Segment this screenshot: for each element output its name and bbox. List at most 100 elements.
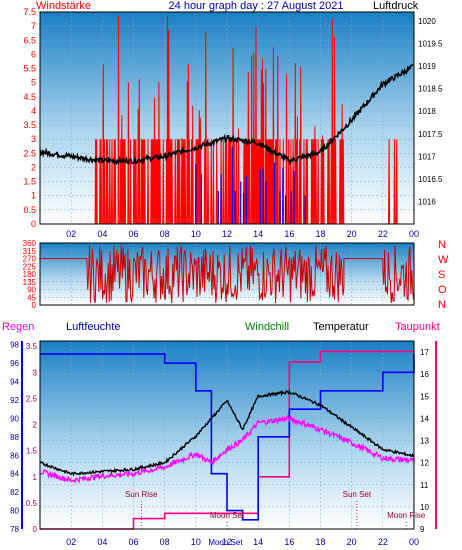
- legend-item: Regen: [2, 321, 34, 333]
- wind-tick-label: 2.5: [23, 148, 36, 158]
- pressure-tick-label: 1017: [418, 152, 436, 161]
- rain-tick-label: 2: [33, 421, 38, 430]
- direction-tick-label: 90: [27, 286, 36, 295]
- direction-tick-label: 360: [23, 239, 37, 248]
- temp-tick-label: 14: [420, 414, 429, 423]
- temperature-line: [39, 389, 414, 477]
- direction-tick-label: 270: [23, 255, 37, 264]
- x-tick-label: 18: [315, 537, 325, 547]
- x-tick-label: 14: [253, 229, 263, 239]
- x-tick-label: 08: [160, 537, 170, 547]
- pressure-tick-label: 1020: [418, 17, 436, 26]
- wind-x-ticks: 02 04 06 08 10 12 14 16 18 20 22 00: [66, 229, 419, 239]
- pressure-line: [39, 64, 414, 166]
- humidity-tick-label: 88: [10, 433, 19, 442]
- x-tick-label: 08: [160, 229, 170, 239]
- humidity-tick-label: 86: [10, 451, 19, 460]
- astro-annotations: Sun Rise Moon Set Sun Set Moon Rise: [125, 490, 426, 529]
- wind-tick-label: 0: [31, 219, 36, 229]
- pressure-series: [39, 64, 414, 166]
- rain-tick-label: 2.5: [26, 394, 38, 403]
- wind-tick-label: 3: [31, 134, 36, 144]
- wind-tick-label: 0.5: [23, 205, 36, 215]
- annotation-label: Sun Set: [343, 490, 372, 499]
- x-tick-label: 16: [284, 229, 294, 239]
- temp-tick-label: 9: [420, 525, 425, 534]
- x-tick-label: 06: [128, 537, 138, 547]
- moon-set-bottom-label: Moon Set: [208, 538, 243, 547]
- x-tick-label: 06: [128, 229, 138, 239]
- temp-legend: Regen Luftfeuchte Windchill Temperatur Taupu…: [2, 321, 440, 333]
- compass-label: W: [438, 254, 449, 266]
- humidity-tick-label: 92: [10, 396, 19, 405]
- annotation-label: Sun Rise: [125, 490, 158, 499]
- humidity-tick-label: 98: [10, 341, 19, 350]
- temperature-panel: 78 80 82 84 86 88 90 92 94 96 98 0 0.5 1 1.5 2 2.5 3 3.5 9 1…: [2, 321, 440, 547]
- x-tick-label: 02: [66, 537, 76, 547]
- compass-label: O: [438, 284, 447, 296]
- humidity-tick-label: 90: [10, 414, 19, 423]
- temp-tick-label: 13: [420, 437, 429, 446]
- direction-tick-label: 135: [23, 278, 37, 287]
- direction-tick-label: 225: [23, 262, 37, 271]
- x-tick-label: 18: [315, 229, 325, 239]
- wind-pressure-panel: 00.511.522.533.544.555.566.577.5 1016101…: [23, 0, 443, 239]
- x-tick-label: 12: [222, 229, 232, 239]
- pressure-tick-label: 1016.5: [418, 175, 443, 184]
- direction-tick-label: 0: [32, 301, 37, 310]
- rain-tick-label: 1.5: [26, 447, 38, 456]
- humidity-tick-label: 82: [10, 488, 19, 497]
- direction-plot-frame: [39, 242, 415, 306]
- pressure-tick-label: 1019.5: [418, 40, 443, 49]
- x-tick-label: 22: [378, 537, 388, 547]
- compass-label: N: [438, 299, 446, 311]
- x-tick-label: 02: [66, 229, 76, 239]
- wind-tick-label: 6.5: [23, 35, 36, 45]
- x-tick-label: 00: [409, 229, 419, 239]
- temp-axis-ticks: 78 80 82 84 86 88 90 92 94 96 98 0 0.5 1 1.5 2 2.5 3 3.5 9 1…: [10, 341, 429, 534]
- direction-tick-label: 180: [23, 270, 37, 279]
- wind-tick-label: 2: [31, 162, 36, 172]
- dewpoint-line: [39, 414, 414, 484]
- rain-tick-label: 1: [33, 473, 38, 482]
- legend-item: Taupunkt: [395, 321, 440, 333]
- x-tick-label: 22: [378, 229, 388, 239]
- wind-title: Windstärke: [36, 0, 91, 12]
- x-tick-label: 14: [253, 537, 263, 547]
- x-tick-label: 10: [191, 537, 201, 547]
- rain-tick-label: 0: [33, 525, 38, 534]
- x-tick-label: 20: [347, 229, 357, 239]
- pressure-tick-label: 1019: [418, 62, 436, 71]
- rain-tick-label: 3.5: [26, 342, 38, 351]
- temp-tick-label: 16: [420, 370, 429, 379]
- rain-tick-label: 0.5: [26, 499, 38, 508]
- pressure-tick-label: 1017.5: [418, 130, 443, 139]
- wind-tick-label: 7.5: [23, 7, 36, 17]
- pressure-axis-ticks: 1016 1016.5 1017 1017.5 1018 1018.5 1019 1019.5…: [418, 17, 443, 206]
- humidity-tick-label: 96: [10, 359, 19, 368]
- wind-tick-label: 1: [31, 191, 36, 201]
- humidity-tick-label: 84: [10, 470, 19, 479]
- temp-tick-label: 12: [420, 459, 429, 468]
- compass-label: N: [438, 239, 446, 251]
- legend-item: Luftfeuchte: [66, 321, 120, 333]
- wind-tick-label: 1.5: [23, 177, 36, 187]
- pressure-tick-label: 1016: [418, 197, 436, 206]
- temp-tick-label: 17: [420, 348, 429, 357]
- humidity-tick-label: 78: [10, 525, 19, 534]
- x-tick-label: 16: [284, 537, 294, 547]
- chart-title: 24 hour graph day : 27 August 2021: [169, 0, 344, 12]
- wind-average-line: [195, 146, 306, 224]
- temp-x-ticks: 02 04 06 08 10 12 14 16 18 20 22 00 Moon Set: [66, 537, 419, 547]
- temp-tick-label: 15: [420, 392, 429, 401]
- temp-tick-label: 11: [420, 481, 429, 490]
- x-tick-label: 00: [409, 537, 419, 547]
- temp-tick-label: 10: [420, 503, 429, 512]
- x-tick-label: 20: [347, 537, 357, 547]
- direction-tick-label: 45: [27, 293, 36, 302]
- pressure-title: Luftdruck: [373, 0, 419, 12]
